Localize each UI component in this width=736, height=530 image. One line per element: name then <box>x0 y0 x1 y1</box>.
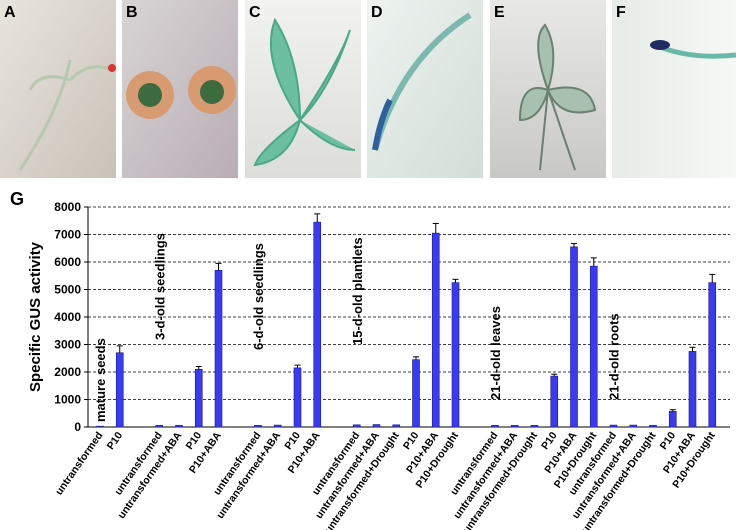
plantlet <box>518 23 597 171</box>
stain <box>372 98 393 151</box>
bar <box>96 425 104 428</box>
bar <box>629 424 638 428</box>
bar <box>254 425 262 428</box>
photo <box>367 0 483 178</box>
group-annotation: 21-d-old leaves <box>488 306 503 400</box>
panel-label: C <box>249 4 261 21</box>
bar <box>352 424 361 428</box>
photo <box>245 0 361 178</box>
bar <box>313 221 322 428</box>
bar <box>589 265 598 428</box>
panel-label: G <box>10 189 24 209</box>
panel-label: B <box>126 4 138 21</box>
group-annotation: 6-d-old seedlings <box>251 243 266 350</box>
bar <box>530 425 539 428</box>
y-axis-label: Specific GUS activity <box>27 241 44 392</box>
bar <box>115 352 124 428</box>
bar <box>708 282 717 428</box>
bar <box>273 424 282 428</box>
x-tick-label: untransformed <box>53 430 105 498</box>
group-annotation: 3-d-old seedlings <box>152 233 167 340</box>
bar <box>214 269 223 428</box>
stain <box>650 40 670 50</box>
photo <box>612 0 736 178</box>
y-tick-label: 7000 <box>54 228 81 242</box>
bar <box>372 424 381 428</box>
y-tick-label: 5000 <box>54 283 81 297</box>
group-annotation: 21-d-old roots <box>607 313 622 400</box>
bar <box>451 282 460 428</box>
bar <box>668 411 677 428</box>
panel-label: F <box>616 4 626 21</box>
y-tick-label: 1000 <box>54 393 81 407</box>
y-tick-label: 8000 <box>54 200 81 214</box>
panel-label: E <box>494 4 505 21</box>
bar <box>155 425 164 428</box>
plantlet <box>253 17 356 167</box>
group-annotation: mature seeds <box>93 338 108 422</box>
group-annotation: 15-d-old plantlets <box>350 237 365 345</box>
seed <box>108 64 116 72</box>
bar <box>570 246 578 428</box>
bar <box>550 375 559 428</box>
stain <box>138 83 162 107</box>
bar <box>431 232 440 428</box>
bar <box>688 351 697 428</box>
panel-label: A <box>4 4 16 21</box>
bar <box>491 425 499 428</box>
y-tick-label: 6000 <box>54 255 81 269</box>
bar <box>194 368 203 428</box>
bar <box>412 359 420 428</box>
x-tick-label: P10 <box>105 430 126 452</box>
bar <box>609 424 618 428</box>
bar <box>510 425 519 428</box>
photo <box>0 0 116 178</box>
bar <box>293 367 302 428</box>
bar <box>649 425 657 428</box>
stain <box>200 80 224 104</box>
plot-area: 0 1000 2000 3000 4000 5000 6000 7000 8000 untrans… <box>53 200 730 530</box>
y-tick-label: 2000 <box>54 365 81 379</box>
y-tick-label: 3000 <box>54 338 81 352</box>
panel-label: D <box>371 4 383 21</box>
bar <box>175 425 183 428</box>
y-tick-label: 4000 <box>54 310 81 324</box>
y-tick-label: 0 <box>74 420 81 434</box>
bar <box>392 424 401 428</box>
photo-panels <box>0 0 736 178</box>
